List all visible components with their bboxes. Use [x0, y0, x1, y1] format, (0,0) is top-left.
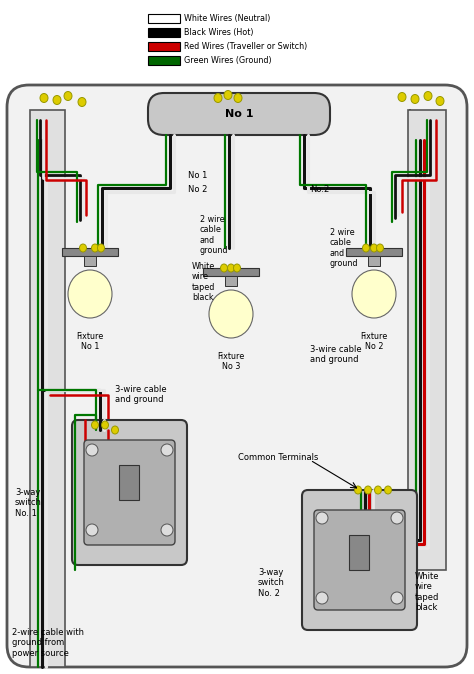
- Ellipse shape: [371, 244, 377, 252]
- Ellipse shape: [64, 92, 72, 100]
- Ellipse shape: [352, 270, 396, 318]
- Ellipse shape: [98, 244, 104, 252]
- Ellipse shape: [53, 96, 61, 104]
- Ellipse shape: [363, 244, 370, 252]
- Text: Fixture
No 2: Fixture No 2: [360, 332, 388, 351]
- Circle shape: [391, 592, 403, 604]
- Ellipse shape: [234, 94, 242, 102]
- Text: 2 wire
cable
and
ground: 2 wire cable and ground: [200, 215, 228, 255]
- FancyBboxPatch shape: [72, 420, 187, 565]
- Text: White Wires (Neutral): White Wires (Neutral): [184, 14, 270, 23]
- Bar: [346, 248, 402, 256]
- Ellipse shape: [374, 486, 382, 494]
- Ellipse shape: [224, 90, 232, 100]
- Text: 2 wire
cable
and
ground: 2 wire cable and ground: [330, 228, 358, 268]
- Bar: [148, 42, 180, 51]
- Text: Common Terminals: Common Terminals: [238, 452, 319, 462]
- Circle shape: [316, 512, 328, 524]
- Ellipse shape: [365, 486, 372, 494]
- Ellipse shape: [355, 486, 362, 494]
- Text: 3-wire cable
and ground: 3-wire cable and ground: [115, 385, 167, 404]
- Circle shape: [86, 444, 98, 456]
- Text: Green Wires (Ground): Green Wires (Ground): [184, 56, 272, 65]
- Circle shape: [391, 512, 403, 524]
- Ellipse shape: [411, 94, 419, 104]
- Circle shape: [161, 444, 173, 456]
- Ellipse shape: [111, 426, 118, 434]
- Ellipse shape: [101, 421, 109, 429]
- Ellipse shape: [214, 94, 222, 102]
- Ellipse shape: [68, 270, 112, 318]
- Circle shape: [86, 524, 98, 536]
- Bar: [84, 256, 96, 266]
- FancyBboxPatch shape: [7, 85, 467, 667]
- Bar: [148, 28, 180, 37]
- Ellipse shape: [78, 98, 86, 106]
- Text: 3-way
switch
No. 1: 3-way switch No. 1: [15, 488, 42, 518]
- Text: Black Wires (Hot): Black Wires (Hot): [184, 28, 254, 37]
- Bar: [225, 276, 237, 286]
- Ellipse shape: [220, 264, 228, 272]
- FancyBboxPatch shape: [314, 510, 405, 610]
- Bar: [148, 14, 180, 23]
- Ellipse shape: [398, 92, 406, 102]
- FancyBboxPatch shape: [84, 440, 175, 545]
- Text: No 2: No 2: [188, 185, 207, 195]
- Bar: [408, 110, 446, 570]
- Ellipse shape: [40, 94, 48, 102]
- Bar: [119, 465, 139, 500]
- Text: Fixture
No 1: Fixture No 1: [76, 332, 104, 351]
- Ellipse shape: [228, 264, 235, 272]
- Bar: [62, 248, 118, 256]
- Ellipse shape: [209, 290, 253, 338]
- Text: No 1: No 1: [225, 109, 253, 119]
- Bar: [203, 268, 259, 276]
- Ellipse shape: [91, 421, 99, 429]
- Circle shape: [161, 524, 173, 536]
- Ellipse shape: [376, 244, 383, 252]
- Ellipse shape: [424, 92, 432, 100]
- Text: 2-wire cable with
ground from
power source: 2-wire cable with ground from power sour…: [12, 628, 84, 658]
- Text: White
wire
taped
black: White wire taped black: [192, 262, 215, 302]
- Text: White
wire
taped
black: White wire taped black: [415, 572, 439, 612]
- Ellipse shape: [384, 486, 392, 494]
- Text: 3-way
switch
No. 2: 3-way switch No. 2: [258, 568, 285, 598]
- Text: 3-wire cable
and ground: 3-wire cable and ground: [310, 345, 362, 365]
- Bar: [349, 535, 369, 570]
- Circle shape: [316, 592, 328, 604]
- Ellipse shape: [80, 244, 86, 252]
- Text: No 1: No 1: [188, 171, 207, 179]
- Bar: [368, 256, 380, 266]
- Ellipse shape: [234, 264, 240, 272]
- Ellipse shape: [91, 244, 99, 252]
- Text: Red Wires (Traveller or Switch): Red Wires (Traveller or Switch): [184, 42, 307, 51]
- Bar: [30, 110, 65, 667]
- Bar: [148, 56, 180, 65]
- Text: Fixture
No 3: Fixture No 3: [218, 352, 245, 371]
- FancyBboxPatch shape: [148, 93, 330, 135]
- FancyBboxPatch shape: [302, 490, 417, 630]
- Text: No.2: No.2: [310, 185, 329, 195]
- Ellipse shape: [436, 96, 444, 106]
